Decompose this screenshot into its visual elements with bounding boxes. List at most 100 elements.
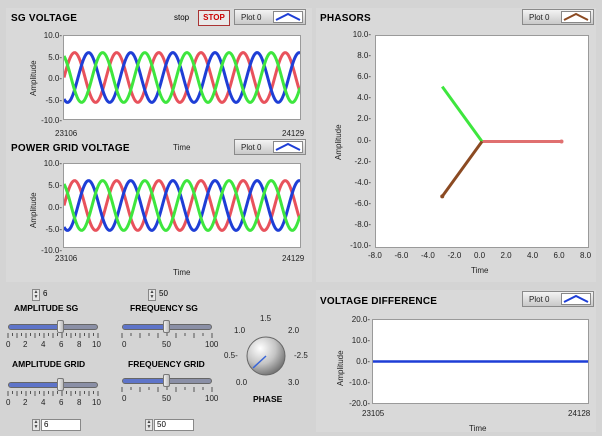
phasors-xtick: 6.0 — [553, 251, 565, 260]
voltage-difference-title: VOLTAGE DIFFERENCE — [320, 296, 438, 307]
voltage-difference-legend[interactable]: Plot 0 — [522, 291, 594, 307]
series-line — [62, 51, 301, 104]
amplitude-grid-thumb[interactable] — [57, 378, 64, 391]
sg-voltage-legend[interactable]: Plot 0 — [234, 9, 306, 25]
frequency-grid-label: FREQUENCY GRID — [128, 359, 205, 369]
scale-label: 100 — [205, 340, 219, 349]
scale-label: -2.5 — [294, 351, 308, 360]
stop-label: stop — [174, 13, 190, 22]
amplitude-grid-scale: 0 2 4 6 8 10 — [6, 398, 102, 408]
scale-label: 2 — [23, 340, 28, 349]
sg-ytick: 5.0- — [48, 53, 62, 62]
frequency-sg-scale: 0 50 100 — [120, 340, 220, 350]
amplitude-grid-value[interactable]: 6 — [41, 419, 81, 431]
phasors-xtick: 2.0 — [500, 251, 512, 260]
phasor-point — [559, 139, 564, 144]
grid-xmax: 24129 — [282, 254, 305, 263]
series-line — [62, 179, 301, 232]
vd-ytick: 20.0- — [351, 315, 370, 324]
power-grid-xlabel: Time — [173, 268, 191, 277]
amplitude-sg-thumb[interactable] — [57, 320, 64, 333]
phasors-xtick: -2.0 — [447, 251, 462, 260]
frequency-grid-fill — [123, 379, 167, 383]
scale-label: 0 — [122, 340, 127, 349]
scale-label: 0 — [6, 340, 11, 349]
scale-label: 50 — [162, 340, 171, 349]
series-line — [62, 179, 302, 232]
phasors-xtick: -6.0 — [394, 251, 409, 260]
series-line — [62, 51, 302, 104]
scale-label: 1.5 — [260, 314, 272, 323]
phasors-title: PHASORS — [320, 13, 371, 24]
vd-ytick: -10.0- — [349, 378, 370, 387]
sg-voltage-title: SG VOLTAGE — [11, 13, 78, 24]
phasors-xtick: 0.0 — [474, 251, 486, 260]
scale-label: 8 — [77, 340, 82, 349]
spin-arrows-icon[interactable]: ▲ ▼ — [32, 419, 40, 431]
scale-label: 6 — [59, 340, 64, 349]
amplitude-sg-label: AMPLITUDE SG — [14, 303, 79, 313]
phasors-ytick: 4.0- — [357, 93, 371, 103]
scale-label: 0.5- — [224, 351, 238, 360]
phasors-xtick: 8.0 — [580, 251, 592, 260]
plot-line-icon — [561, 293, 591, 305]
amplitude-sg-value[interactable]: 6 — [43, 289, 48, 298]
plot-line-icon — [273, 11, 303, 23]
amplitude-grid-fill — [9, 383, 62, 387]
frequency-sg-value[interactable]: 50 — [159, 289, 168, 298]
frequency-grid-numeric[interactable]: ▲ ▼ 50 — [145, 419, 194, 431]
vd-ytick: -20.0- — [349, 399, 370, 408]
frequency-grid-thumb[interactable] — [163, 374, 170, 387]
phasors-ytick: 10.0- — [352, 30, 371, 39]
scale-label: 3.0 — [288, 378, 300, 387]
spin-arrows-icon[interactable]: ▲ ▼ — [32, 289, 40, 301]
amplitude-sg-ticks — [7, 333, 99, 338]
frequency-grid-ticks — [121, 387, 213, 392]
voltage-difference-plot-area[interactable] — [372, 319, 589, 404]
phasors-legend[interactable]: Plot 0 — [522, 9, 594, 25]
voltage-difference-chart — [373, 360, 588, 363]
amplitude-sg-numeric[interactable]: ▲ ▼ 6 — [32, 289, 81, 301]
stop-button[interactable]: STOP — [198, 10, 230, 26]
frequency-sg-thumb[interactable] — [163, 320, 170, 333]
sg-ytick: -5.0- — [45, 96, 62, 105]
sg-voltage-xlabel: Time — [173, 143, 191, 152]
sg-voltage-plot-area[interactable] — [62, 35, 302, 120]
spin-arrows-icon[interactable]: ▲ ▼ — [145, 419, 153, 431]
scale-label: 50 — [162, 394, 171, 403]
phasors-ytick: -2.0- — [354, 156, 371, 166]
voltage-difference-xlabel: Time — [469, 424, 487, 433]
scale-label: 0 — [6, 398, 11, 407]
sg-voltage-legend-label: Plot 0 — [241, 12, 262, 22]
frequency-sg-numeric[interactable]: ▲ ▼ 50 — [148, 289, 197, 301]
amplitude-grid-numeric[interactable]: ▲ ▼ 6 — [32, 419, 81, 431]
amplitude-grid-slider[interactable] — [8, 382, 98, 388]
amplitude-sg-slider[interactable] — [8, 324, 98, 330]
phasors-plot-area[interactable] — [375, 35, 589, 248]
phasor-point — [440, 194, 445, 199]
phasor-line — [441, 85, 484, 143]
scale-label: 2 — [23, 398, 28, 407]
phasors-ytick: -6.0- — [354, 198, 371, 208]
plot-line-icon — [273, 141, 303, 153]
power-grid-plot-area[interactable] — [62, 163, 302, 248]
scale-label: 4 — [41, 340, 46, 349]
phasors-xtick: -4.0 — [421, 251, 435, 260]
vd-xmin: 23105 — [362, 409, 385, 418]
phasors-ytick: -8.0- — [354, 219, 371, 229]
vd-xmax: 24128 — [568, 409, 591, 418]
amplitude-grid-label: AMPLITUDE GRID — [12, 359, 86, 369]
scale-label: 100 — [205, 394, 219, 403]
sg-ytick: -10.0- — [41, 116, 62, 125]
phasors-ytick: 6.0- — [357, 72, 371, 82]
frequency-sg-fill — [123, 325, 167, 329]
sg-xmax: 24129 — [282, 129, 305, 138]
scale-label: 8 — [77, 398, 82, 407]
power-grid-voltage-title: POWER GRID VOLTAGE — [11, 143, 130, 154]
power-grid-legend[interactable]: Plot 0 — [234, 139, 306, 155]
plot-line-icon — [561, 11, 591, 23]
phasor-line — [441, 140, 484, 198]
spin-arrows-icon[interactable]: ▲ ▼ — [148, 289, 156, 301]
frequency-grid-value[interactable]: 50 — [154, 419, 194, 431]
phase-knob[interactable] — [244, 334, 288, 378]
